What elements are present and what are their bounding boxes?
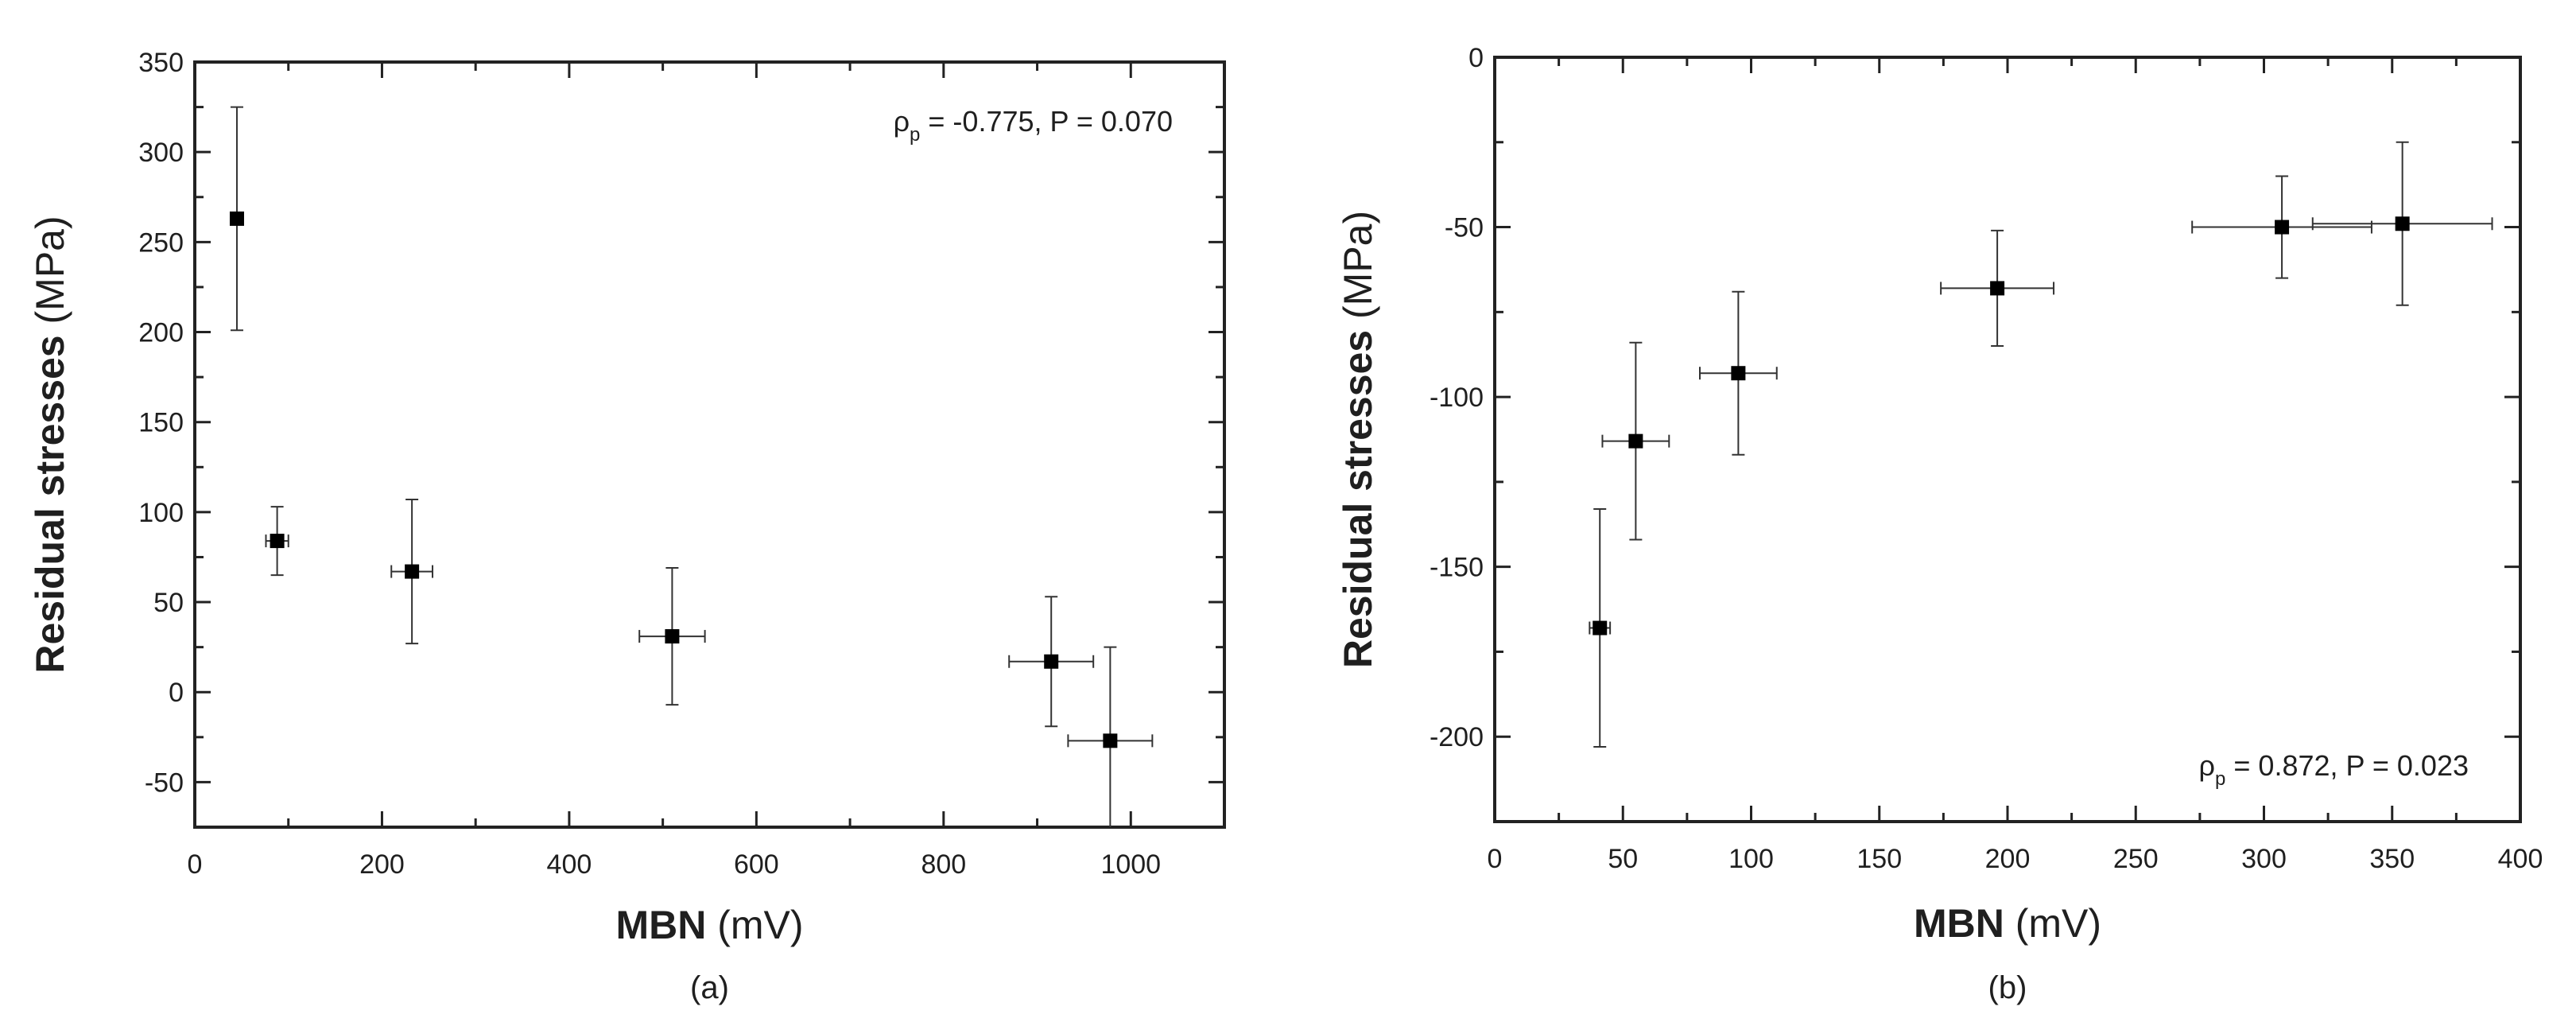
rho-symbol: ρ	[2199, 749, 2215, 782]
y-tick-label: -150	[1430, 553, 1484, 583]
y-axis-label: Residual stresses (MPa)	[1336, 211, 1380, 668]
x-tick-label: 200	[359, 849, 405, 880]
correlation-annotation: ρp = -0.775, P = 0.070	[894, 105, 1173, 146]
x-tick-label: 600	[734, 849, 779, 880]
rho-subscript: p	[910, 124, 920, 146]
plot-frame	[1493, 56, 2522, 823]
x-tick-label: 150	[1856, 844, 1902, 874]
data-point	[1731, 366, 1746, 381]
x-tick-label: 1000	[1100, 849, 1161, 880]
y-tick-label: 300	[138, 138, 184, 168]
x-tick-label: 800	[921, 849, 966, 880]
data-series	[1589, 141, 2493, 748]
rho-subscript: p	[2215, 768, 2225, 790]
y-tick-label: -50	[1445, 213, 1484, 243]
data-point	[1593, 620, 1608, 635]
x-axis-label-name: MBN	[615, 903, 706, 947]
data-point	[1990, 281, 2005, 296]
data-point	[405, 564, 420, 579]
annotation-values: = -0.775, P = 0.070	[920, 105, 1173, 138]
x-tick-label: 50	[1608, 844, 1638, 874]
panel-label: (a)	[690, 970, 729, 1005]
x-tick-label: 100	[1728, 844, 1774, 874]
data-series	[229, 106, 1154, 827]
y-tick-label: 350	[138, 48, 184, 78]
y-axis-label: Residual stresses (MPa)	[28, 216, 72, 673]
y-axis-label-unit: (MPa)	[28, 216, 72, 335]
correlation-annotation: ρp = 0.872, P = 0.023	[2199, 749, 2469, 790]
y-tick-label: 200	[138, 318, 184, 348]
data-point	[270, 534, 285, 549]
data-point	[2275, 220, 2290, 235]
chart-panel-a: 0 200 400 600 800 1000 -50 0 50 100 150 200 250 300 35…	[28, 48, 1226, 1005]
x-axis-label: MBN (mV)	[615, 903, 803, 947]
annotation-values: = 0.872, P = 0.023	[2225, 749, 2469, 782]
x-tick-label: 200	[1985, 844, 2031, 874]
x-tick-label: 400	[547, 849, 592, 880]
x-axis-label-unit: (mV)	[706, 903, 803, 947]
y-tick-label: 150	[138, 408, 184, 438]
x-axis-label-name: MBN	[1914, 901, 2004, 946]
y-tick-label: 100	[138, 498, 184, 528]
y-axis-label-name: Residual stresses	[1336, 330, 1380, 668]
y-tick-label: -200	[1430, 722, 1484, 752]
x-tick-label: 350	[2369, 844, 2415, 874]
x-tick-label: 400	[2498, 844, 2543, 874]
y-tick-label: -50	[145, 768, 184, 798]
x-tick-label: 0	[1488, 844, 1503, 874]
data-point	[1103, 733, 1118, 748]
x-axis-label: MBN (mV)	[1914, 901, 2101, 946]
y-tick-label: 250	[138, 227, 184, 258]
plot-frame	[193, 60, 1226, 829]
panel-label: (b)	[1988, 970, 2027, 1005]
chart-panel-b: 0 50 100 150 200 250 300 350 400 -200 -150 -100 -50 0…	[1336, 43, 2543, 1005]
data-point	[1044, 654, 1059, 669]
x-axis-label-unit: (mV)	[2004, 901, 2101, 946]
rho-symbol: ρ	[894, 105, 910, 138]
y-tick-label: -100	[1430, 383, 1484, 413]
y-tick-label: 50	[153, 588, 184, 618]
x-tick-label: 300	[2241, 844, 2287, 874]
data-point	[229, 211, 244, 226]
y-axis-label-name: Residual stresses	[28, 335, 72, 673]
y-tick-label: 0	[1468, 43, 1484, 73]
y-axis-label-unit: (MPa)	[1336, 211, 1380, 330]
x-tick-label: 250	[2113, 844, 2159, 874]
x-tick-label: 0	[188, 849, 203, 880]
y-tick-label: 0	[169, 678, 184, 708]
data-point	[665, 629, 680, 644]
data-point	[2395, 216, 2410, 231]
data-point	[1628, 433, 1643, 449]
